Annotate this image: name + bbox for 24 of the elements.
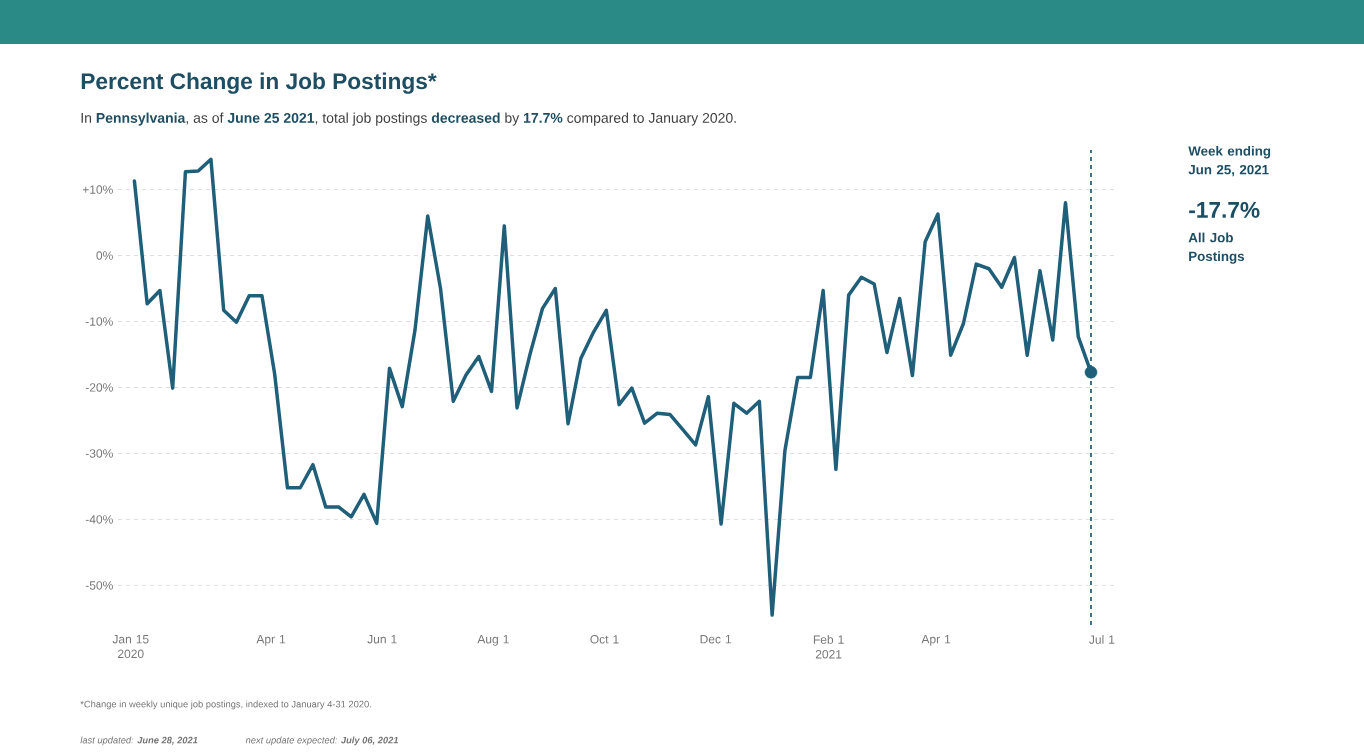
x-tick-label: Jun 1 xyxy=(367,635,397,644)
text: All Job Postings xyxy=(1188,232,1245,264)
text: -17.7% xyxy=(1189,201,1260,218)
y-tick-label: -30% xyxy=(85,449,113,458)
y-tick-label: +10% xyxy=(82,185,113,194)
y-tick-label: -20% xyxy=(85,383,113,392)
text: *Change in weekly unique job postings, indexed to January 4-31 2020. xyxy=(80,700,371,710)
x-tick-label: Apr 1 xyxy=(921,635,951,646)
x-tick-label: Jan 15 2020 xyxy=(112,635,149,659)
text: In Pennsylvania, as of June 25 2021, total job postings decreased by 17.7% compared to January 2020. xyxy=(81,112,736,126)
y-tick-label: -10% xyxy=(85,317,113,326)
text: last updated: June 28, 2021 xyxy=(80,736,198,746)
y-tick-label: -40% xyxy=(85,515,113,524)
x-tick-label: Oct 1 xyxy=(590,635,619,644)
y-tick-label: 0% xyxy=(96,251,113,260)
x-tick-label: Dec 1 xyxy=(700,635,732,644)
text: next update expected: July 06, 2021 xyxy=(245,736,398,746)
y-tick-label: -50% xyxy=(85,581,113,590)
text: Week ending Jun 25, 2021 xyxy=(1188,145,1271,177)
x-tick-label: Apr 1 xyxy=(256,635,286,646)
x-tick-label: Feb 1 2021 xyxy=(813,635,844,659)
chart-title: Percent Change in Job Postings* xyxy=(81,72,437,94)
x-tick-label: Jul 1 xyxy=(1089,635,1115,644)
x-tick-label: Aug 1 xyxy=(477,635,509,646)
